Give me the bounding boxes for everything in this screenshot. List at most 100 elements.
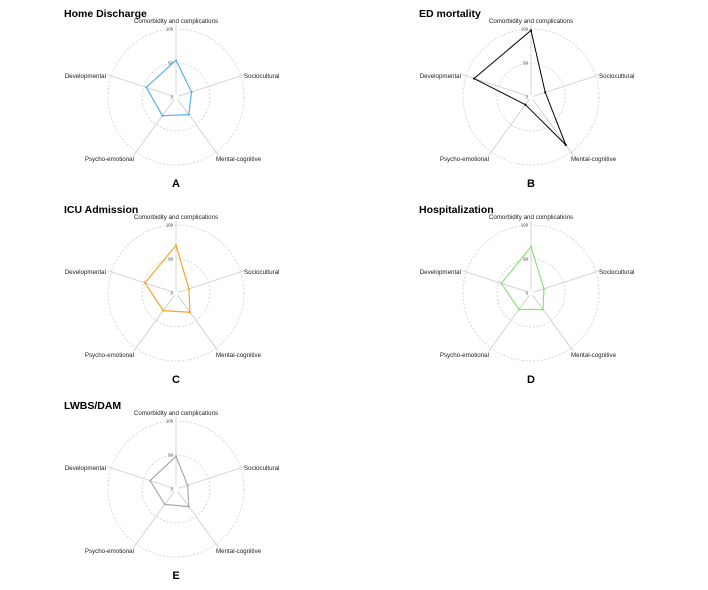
data-point-5 [149,479,152,482]
axis-spoke-4 [133,490,175,548]
panel-letter: D [527,374,535,386]
tick-label-50: 50 [523,61,528,66]
axis-spoke-5 [462,74,529,97]
data-point-5 [500,282,503,285]
panel-letter: C [172,374,180,386]
axis-spoke-5 [462,270,529,293]
axis-label-4: Psycho-emotional [85,352,134,359]
tick-label-50: 50 [523,257,528,262]
axis-spoke-3 [177,490,219,548]
axis-spoke-3 [177,98,219,156]
axis-spoke-3 [532,294,574,352]
tick-label-100: 100 [166,419,174,424]
axis-label-3: Mental-cognitive [571,156,617,163]
axis-spoke-5 [107,270,174,293]
data-point-4 [524,103,527,106]
tick-label-100: 100 [166,27,174,32]
radar-panel-4: Hospitalization 0 50 100 Comorbidity and com… [419,204,634,386]
data-point-1 [174,455,178,458]
data-point-3 [541,308,545,311]
series-polygon [144,244,191,313]
data-point-3 [564,143,567,146]
tick-label-100: 100 [166,223,174,228]
series-polygon [145,59,193,117]
tick-label-50: 50 [168,257,173,262]
axis-spoke-5 [107,466,174,489]
axis-label-5: Developmental [420,73,461,80]
data-point-4 [517,308,521,311]
axis-spoke-5 [107,74,174,97]
axis-label-2: Sociocultural [244,269,279,276]
data-point-1 [174,244,178,247]
axis-label-3: Mental-cognitive [571,352,617,359]
panel-title: Hospitalization [419,204,494,216]
tick-label-50: 50 [168,453,173,458]
data-point-2 [190,90,193,94]
data-point-3 [188,311,192,314]
axis-label-2: Sociocultural [244,465,279,472]
axis-spoke-4 [488,98,530,156]
data-point-4 [161,114,164,117]
data-point-3 [187,505,190,508]
axis-label-4: Psycho-emotional [85,156,134,163]
radar-panel-3: ICU Admission 0 50 100 Comorbidity and compl… [64,204,279,386]
data-point-2 [187,287,191,290]
data-point-4 [162,309,165,312]
tick-label-100: 100 [521,223,529,228]
radar-panel-5: LWBS/DAM 0 50 100 Comorbidity and complicati… [64,400,279,582]
axis-label-5: Developmental [65,465,106,472]
panel-title: ICU Admission [64,204,138,216]
axis-spoke-2 [178,74,245,97]
axis-label-4: Psycho-emotional [440,352,489,359]
panel-title: Home Discharge [64,8,147,20]
tick-label-0: 0 [171,487,174,492]
data-point-1 [529,29,533,32]
tick-label-50: 50 [168,61,173,66]
data-point-5 [145,86,148,89]
radar-panel-2: ED mortality 0 50 100 Comorbidity and compli… [419,8,634,190]
axis-label-3: Mental-cognitive [216,352,262,359]
axis-label-2: Sociocultural [599,269,634,276]
axis-label-4: Psycho-emotional [440,156,489,163]
axis-label-3: Mental-cognitive [216,548,262,555]
series-polygon [149,455,190,508]
axis-label-1: Comorbidity and complications [134,214,218,221]
radar-panel-1: Home Discharge 0 50 100 Comorbidity and comp… [64,8,279,190]
axis-label-4: Psycho-emotional [85,548,134,555]
axis-spoke-2 [178,466,245,489]
axis-label-3: Mental-cognitive [216,156,262,163]
axis-spoke-4 [133,98,175,156]
panel-title: LWBS/DAM [64,400,121,412]
data-point-1 [529,245,533,248]
tick-label-0: 0 [171,95,174,100]
panel-letter: B [527,178,535,190]
panel-letter: E [172,570,179,582]
axis-label-1: Comorbidity and complications [489,214,573,221]
axis-label-5: Developmental [420,269,461,276]
tick-label-0: 0 [526,291,529,296]
axis-label-1: Comorbidity and complications [489,18,573,25]
tick-label-0: 0 [526,95,529,100]
axis-label-5: Developmental [65,73,106,80]
data-point-3 [187,113,190,116]
data-point-2 [542,287,546,290]
series-polygon [500,246,545,311]
axis-label-2: Sociocultural [599,73,634,80]
data-point-5 [472,77,476,80]
data-point-2 [186,484,189,487]
panel-title: ED mortality [419,8,481,20]
axis-label-2: Sociocultural [244,73,279,80]
data-point-2 [544,91,547,94]
axis-label-1: Comorbidity and complications [134,18,218,25]
tick-label-0: 0 [171,291,174,296]
data-point-4 [163,503,166,506]
series-polygon [473,29,567,146]
axis-label-1: Comorbidity and complications [134,410,218,417]
axis-spoke-3 [532,98,574,156]
panel-letter: A [172,178,180,190]
data-point-1 [174,59,178,62]
axis-spoke-4 [133,294,175,352]
axis-spoke-4 [488,294,530,352]
axis-label-5: Developmental [65,269,106,276]
